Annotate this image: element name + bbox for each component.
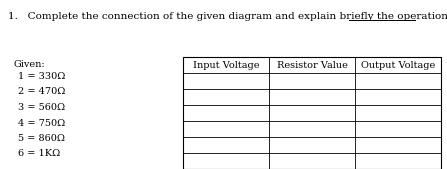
Text: 6 = 1KΩ: 6 = 1KΩ	[18, 150, 60, 159]
Text: Input Voltage: Input Voltage	[193, 61, 259, 69]
Text: 3 = 560Ω: 3 = 560Ω	[18, 103, 65, 112]
Text: 1 = 330Ω: 1 = 330Ω	[18, 72, 65, 81]
Text: Resistor Value: Resistor Value	[277, 61, 347, 69]
Text: 1.   Complete the connection of the given diagram and explain briefly the operat: 1. Complete the connection of the given …	[8, 12, 447, 21]
Text: 5 = 860Ω: 5 = 860Ω	[18, 134, 65, 143]
Text: Given:: Given:	[14, 60, 46, 69]
Text: 4 = 750Ω: 4 = 750Ω	[18, 118, 65, 127]
Text: Output Voltage: Output Voltage	[361, 61, 435, 69]
Bar	[183, 57, 441, 169]
Text: 2 = 470Ω: 2 = 470Ω	[18, 88, 65, 96]
